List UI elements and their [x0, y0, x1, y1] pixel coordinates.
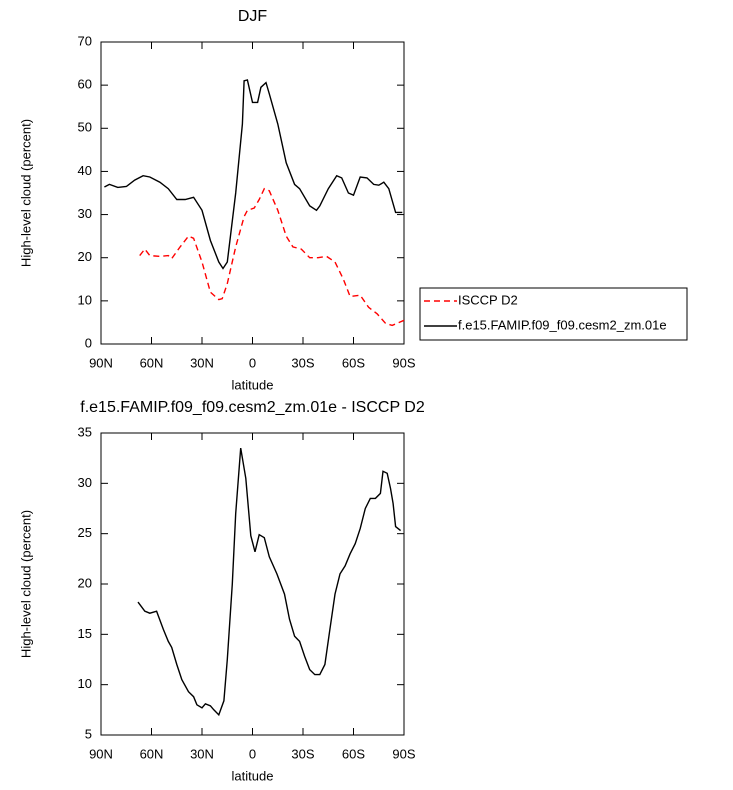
plot-frame [100, 41, 405, 345]
x-tick-label: 60N [140, 746, 164, 761]
y-tick-label: 50 [78, 120, 92, 135]
legend-label: ISCCP D2 [458, 292, 518, 307]
y-tick-label: 10 [78, 676, 92, 691]
y-tick-label: 10 [78, 292, 92, 307]
y-axis-label: High-level cloud (percent) [18, 119, 33, 267]
chart-title: DJF [238, 8, 268, 25]
legend-box [419, 287, 688, 341]
x-tick-label: 30S [291, 746, 314, 761]
data-line [139, 187, 405, 327]
y-axis-label: High-level cloud (percent) [18, 510, 33, 658]
y-tick-label: 35 [78, 424, 92, 439]
plot-frame [100, 432, 405, 736]
data-line [104, 79, 403, 270]
legend-label: f.e15.FAMIP.f09_f09.cesm2_zm.01e [458, 317, 667, 332]
x-tick-label: 60S [342, 355, 365, 370]
y-tick-label: 25 [78, 525, 92, 540]
y-tick-label: 20 [78, 575, 92, 590]
y-tick-label: 60 [78, 77, 92, 92]
y-tick-label: 0 [85, 335, 92, 350]
y-tick-label: 15 [78, 626, 92, 641]
y-tick-label: 40 [78, 163, 92, 178]
data-line [137, 447, 402, 717]
y-tick-label: 70 [78, 33, 92, 48]
x-axis-label: latitude [232, 768, 274, 783]
y-tick-label: 30 [78, 475, 92, 490]
x-tick-label: 0 [249, 355, 256, 370]
x-tick-label: 60S [342, 746, 365, 761]
y-tick-label: 5 [85, 726, 92, 741]
chart-title: f.e15.FAMIP.f09_f09.cesm2_zm.01e - ISCCP… [80, 399, 425, 416]
y-tick-label: 30 [78, 206, 92, 221]
x-tick-label: 30N [190, 355, 214, 370]
x-tick-label: 0 [249, 746, 256, 761]
x-tick-label: 90S [392, 355, 415, 370]
x-axis-label: latitude [232, 377, 274, 392]
x-tick-label: 90N [89, 746, 113, 761]
x-tick-label: 30S [291, 355, 314, 370]
x-tick-label: 30N [190, 746, 214, 761]
y-tick-label: 20 [78, 249, 92, 264]
x-tick-label: 60N [140, 355, 164, 370]
x-tick-label: 90N [89, 355, 113, 370]
x-tick-label: 90S [392, 746, 415, 761]
